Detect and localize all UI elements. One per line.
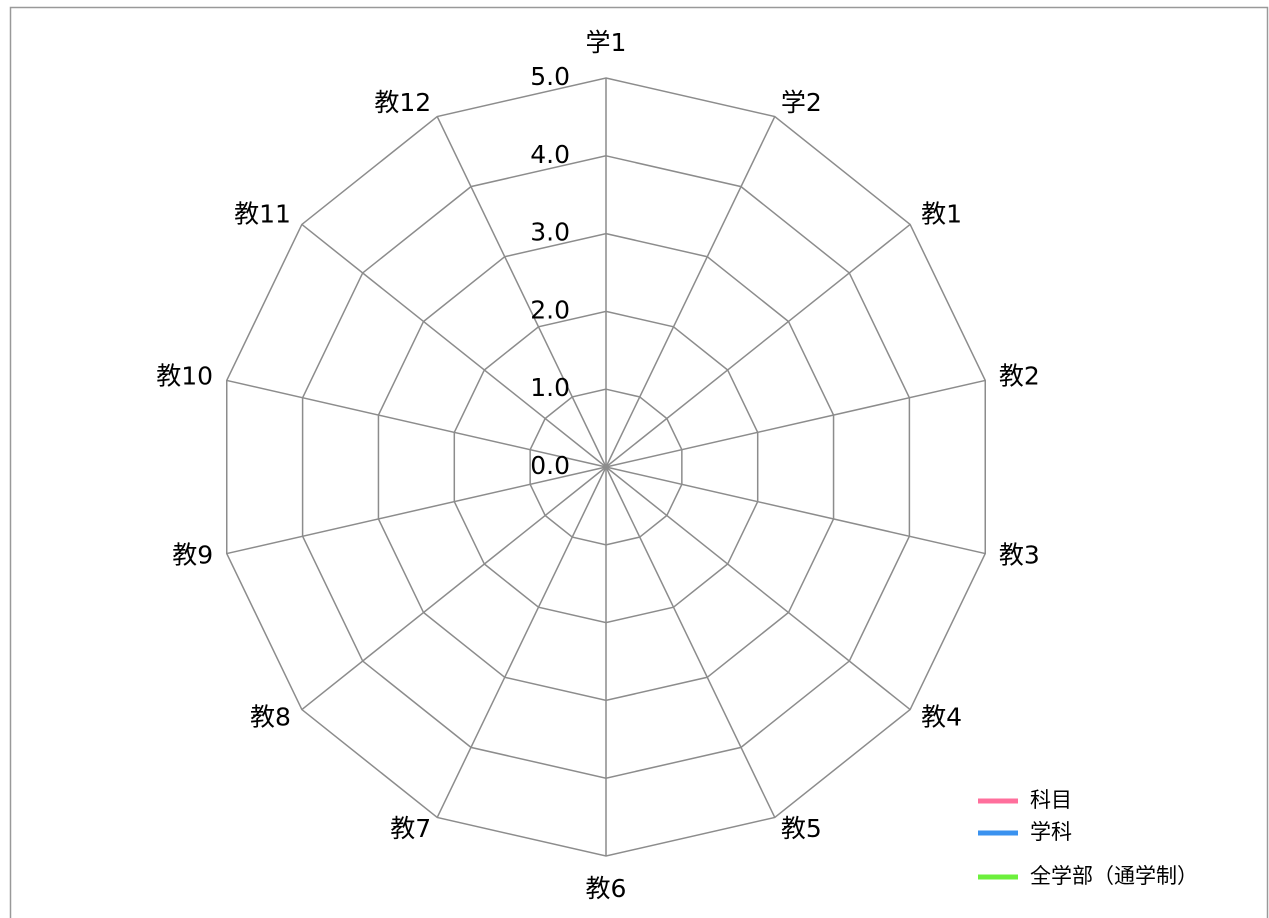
spoke [436,116,607,468]
category-label: 教4 [921,702,962,731]
spoke [605,466,776,818]
category-label: 教7 [390,814,431,843]
category-label: 学1 [586,28,627,57]
y-tick-label: 5.0 [530,62,570,91]
category-label: 教10 [156,361,213,390]
grid-ring [301,155,911,779]
category-label: 教11 [234,200,291,229]
category-label: 教2 [999,361,1040,390]
spoke [226,466,607,555]
y-tick-label: 2.0 [530,295,570,324]
y-tick-label: 1.0 [530,373,570,402]
spoke [605,466,986,555]
category-label: 教3 [999,541,1040,570]
spoke [301,466,607,711]
spoke [605,466,911,711]
category-label: 教9 [172,541,213,570]
spoke [605,379,986,468]
grid-ring [226,77,986,857]
spoke [436,466,607,818]
legend-label: 学科 [1030,820,1072,844]
category-label: 教1 [921,200,962,229]
grid-ring [529,388,683,546]
y-tick-label: 0.0 [530,451,570,480]
chart-border [9,6,1269,918]
category-label: 教8 [250,702,291,731]
spoke [605,223,911,468]
legend-label: 全学部（通学制） [1030,864,1198,888]
grid-ring [377,232,835,702]
category-label: 教5 [781,814,822,843]
category-label: 学2 [781,88,822,117]
legend-label: 科目 [1030,788,1072,812]
y-tick-label: 3.0 [530,218,570,247]
spoke [301,223,607,468]
y-tick-label: 4.0 [530,140,570,169]
category-label: 教6 [586,874,627,903]
grid-ring [453,310,759,624]
spoke [226,379,607,468]
spoke [605,116,776,468]
category-label: 教12 [374,88,431,117]
